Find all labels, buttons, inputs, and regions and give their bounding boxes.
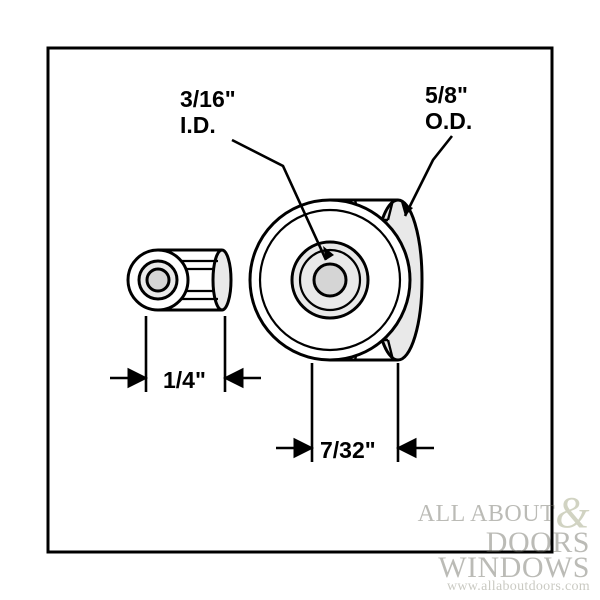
label-od: 5/8" O.D. [425,82,472,135]
label-id: 3/16" I.D. [180,86,236,139]
watermark-line1: ALL ABOUT [418,501,556,527]
roller [250,200,422,360]
label-w2: 7/32" [320,437,376,463]
bushing [128,250,231,310]
label-w1: 1/4" [163,367,206,393]
watermark: ALL ABOUT& DOORS WINDOWS www.allaboutdoo… [418,495,590,592]
